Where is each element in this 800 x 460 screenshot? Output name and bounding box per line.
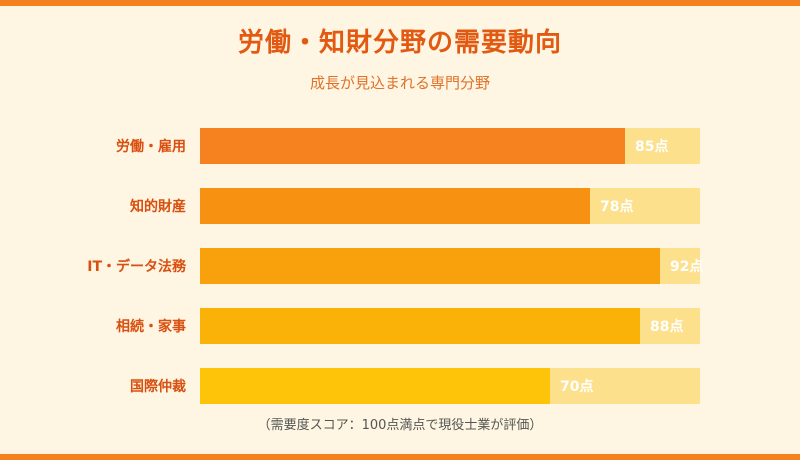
category-label: 国際仲裁	[130, 378, 186, 395]
bottom-accent-band	[0, 454, 800, 460]
bar	[200, 128, 625, 164]
value-label: 70点	[560, 378, 593, 395]
category-label: 知的財産	[130, 198, 186, 215]
category-label: IT・データ法務	[87, 258, 187, 275]
value-label: 85点	[635, 138, 668, 155]
bar	[200, 368, 550, 404]
category-label: 相続・家事	[116, 318, 186, 335]
category-label: 労働・雇用	[116, 138, 186, 155]
value-label: 92点	[670, 258, 703, 275]
chart-title: 労働・知財分野の需要動向	[237, 28, 562, 58]
value-label: 88点	[650, 318, 683, 335]
bar	[200, 308, 640, 344]
bar	[200, 248, 660, 284]
bar	[200, 188, 590, 224]
chart-subtitle: 成長が見込まれる専門分野	[309, 74, 490, 92]
value-label: 78点	[600, 198, 633, 215]
score-footnote: （需要度スコア：100点満点で現役士業が評価）	[257, 418, 543, 433]
top-accent-band	[0, 0, 800, 6]
